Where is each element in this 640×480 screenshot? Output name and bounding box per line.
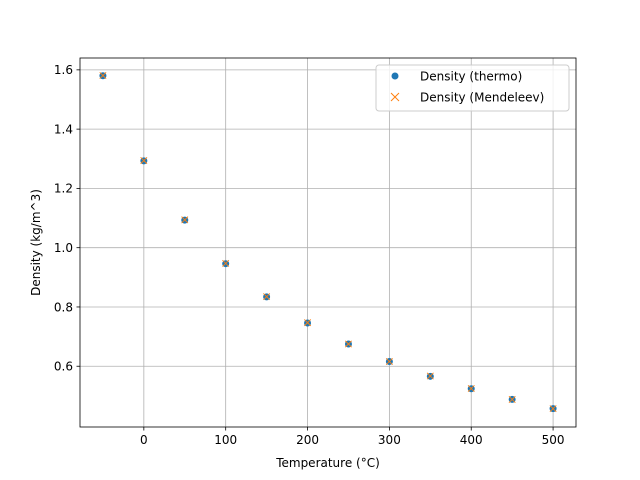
grid-lines <box>80 58 576 427</box>
legend-label-mendeleev: Density (Mendeleev) <box>420 91 544 105</box>
x-tick-label: 0 <box>140 433 148 447</box>
legend: Density (thermo) Density (Mendeleev) <box>375 64 570 112</box>
mendeleev-point <box>181 216 189 224</box>
mendeleev-point <box>263 293 271 301</box>
x-tick-label: 500 <box>542 433 565 447</box>
mendeleev-point <box>385 357 393 366</box>
y-tick-label: 1.6 <box>54 63 73 77</box>
y-tick-label: 0.8 <box>54 300 73 314</box>
y-axis-label: Density (kg/m^3) <box>29 189 43 296</box>
mendeleev-point <box>222 259 230 267</box>
y-tick-label: 1.2 <box>54 182 73 196</box>
mendeleev-point <box>508 395 516 403</box>
mendeleev-point <box>549 405 557 413</box>
y-tick-label: 1.0 <box>54 241 73 255</box>
legend-box <box>375 64 570 112</box>
x-tick-label: 400 <box>460 433 483 447</box>
mendeleev-point <box>344 340 352 348</box>
x-tick-label: 300 <box>378 433 401 447</box>
y-tick-label: 1.4 <box>54 122 73 136</box>
mendeleev-point <box>99 71 107 80</box>
x-axis-ticks: 0 100 200 300 400 500 <box>140 427 565 447</box>
x-tick-label: 200 <box>296 433 319 447</box>
x-axis-label: Temperature (°C) <box>275 456 380 470</box>
legend-marker-mendeleev <box>390 92 400 102</box>
data-markers <box>99 71 557 413</box>
legend-label-thermo: Density (thermo) <box>420 70 522 84</box>
plot-frame <box>79 57 577 428</box>
mendeleev-point <box>304 319 312 327</box>
y-tick-label: 0.6 <box>54 360 73 374</box>
mendeleev-point <box>426 372 434 380</box>
mendeleev-point <box>140 157 148 165</box>
legend-marker-thermo <box>391 72 399 80</box>
mendeleev-point <box>467 384 475 392</box>
y-axis-ticks: 0.6 0.8 1.0 1.2 1.4 1.6 <box>54 63 80 374</box>
x-tick-label: 100 <box>214 433 237 447</box>
